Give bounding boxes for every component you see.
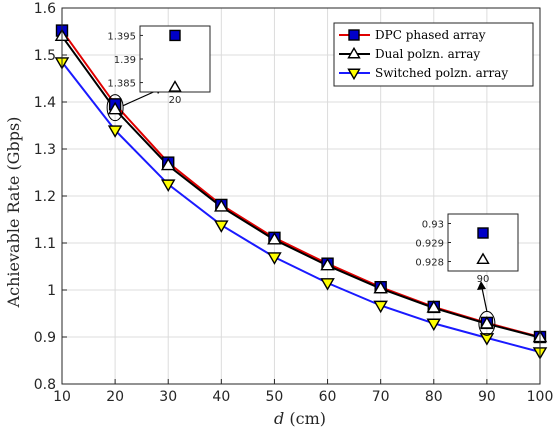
series-1-point: [107, 101, 123, 115]
inset-point: [476, 252, 490, 265]
inset-point: [168, 80, 182, 92]
legend-label: Dual polzn. array: [375, 47, 480, 61]
x-tick-label: 80: [425, 389, 443, 405]
zoom-callouts: [106, 86, 496, 336]
series-1-point: [373, 280, 388, 294]
series-2-point: [373, 300, 388, 314]
x-tick-label: 100: [527, 389, 553, 405]
x-tick-label: 20: [106, 389, 124, 405]
x-axis-unit: (cm): [289, 409, 326, 428]
series-2-point: [107, 125, 123, 138]
series-1-point: [160, 157, 176, 171]
series-2-point: [267, 252, 282, 265]
series-1-point: [214, 199, 229, 212]
series-1-point: [426, 300, 442, 313]
x-tick-label: 60: [319, 389, 337, 405]
legend-label: Switched polzn. array: [375, 66, 508, 80]
series-lines: [61, 30, 541, 353]
inset-x-tick-label: 20: [169, 95, 182, 106]
inset-y-tick-label: 1.39: [114, 55, 136, 66]
y-tick-label: 1.1: [34, 236, 56, 252]
inset-y-tick-label: 1.385: [107, 79, 136, 90]
x-tick-label: 70: [372, 389, 390, 405]
x-axis-label: d (cm): [274, 409, 326, 428]
y-tick-label: 1.4: [34, 95, 56, 111]
series-2-point: [479, 333, 495, 346]
x-tick-label: 40: [212, 389, 230, 405]
series-line-2: [61, 61, 541, 353]
series-1-point: [267, 231, 282, 245]
zoom-inset: 0.93 0.929 0.928 90: [415, 213, 519, 285]
x-tick-label: 50: [266, 389, 284, 405]
zoom-insets: 1.395 1.39 1.385 20 0.93 0.929 0.928 90: [107, 25, 519, 285]
legend-marker: [348, 29, 360, 41]
series-2-point: [214, 220, 229, 233]
inset-point: [477, 227, 489, 239]
legend: DPC phased array Dual polzn. array Switche…: [333, 22, 534, 87]
y-tick-label: 1: [47, 283, 56, 299]
inset-y-tick-label: 0.928: [415, 258, 444, 269]
y-tick-label: 1.3: [34, 142, 56, 158]
y-tick-label: 1.6: [34, 1, 56, 17]
inset-y-tick-label: 1.395: [107, 31, 136, 42]
zoom-inset: 1.395 1.39 1.385 20: [107, 25, 211, 106]
series-2-point: [426, 318, 442, 332]
zoom-arrow: [122, 89, 159, 107]
series-1-point: [320, 257, 335, 271]
inset-y-tick-label: 0.929: [415, 239, 444, 250]
y-tick-label: 1.5: [34, 48, 56, 64]
y-axis-label: Achievable Rate (Gbps): [4, 117, 23, 309]
series-2-point: [320, 278, 335, 291]
x-axis-variable: d: [274, 409, 284, 428]
axis-ticks: 10 20 30 40 50 60 70 80 90 100 0.8 0.9 1 1.1 1.2 1.3 1.4…: [34, 1, 553, 405]
x-tick-label: 30: [159, 389, 177, 405]
series-line-1: [61, 35, 541, 339]
y-tick-label: 1.2: [34, 189, 56, 205]
zoom-arrow: [481, 287, 488, 312]
inset-y-tick-label: 0.93: [422, 220, 444, 231]
inset-point: [169, 29, 181, 42]
zoom-ellipse: [106, 94, 124, 122]
x-tick-label: 90: [478, 389, 496, 405]
zoom-arrowhead: [477, 281, 486, 290]
legend-label: DPC phased array: [375, 28, 486, 42]
y-tick-label: 0.8: [34, 377, 56, 393]
series-1-point: [479, 316, 495, 329]
inset-x-tick-label: 90: [477, 274, 490, 285]
legend-marker: [347, 46, 361, 59]
y-tick-label: 0.9: [34, 330, 56, 346]
legend-marker: [347, 68, 361, 81]
x-tick-label: 10: [53, 389, 71, 405]
series-2-point: [160, 179, 176, 192]
